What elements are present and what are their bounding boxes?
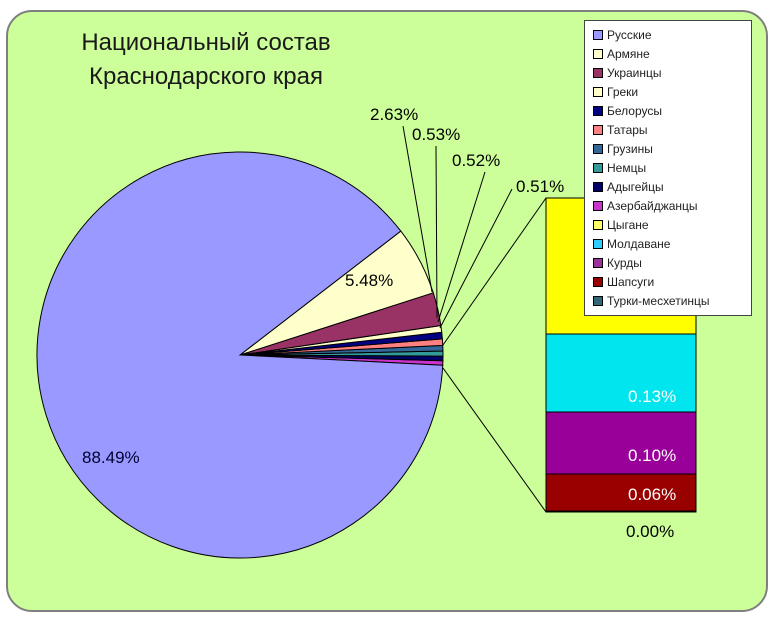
data-label: 0.13% xyxy=(628,387,676,406)
data-label: 0.06% xyxy=(628,485,676,504)
legend-item: Курды xyxy=(593,253,745,272)
bar-segment xyxy=(545,473,697,512)
legend-label: Грузины xyxy=(607,141,653,156)
legend-label: Русские xyxy=(607,27,652,42)
data-label: 0.52% xyxy=(452,151,500,170)
pie-slice xyxy=(36,151,444,559)
legend-item: Турки-месхетинцы xyxy=(593,291,745,310)
legend-swatch xyxy=(593,238,603,249)
legend: Русские Армяне Украинцы Греки Белорусы Татары… xyxy=(584,20,752,316)
legend-swatch xyxy=(593,295,603,306)
legend-label: Армяне xyxy=(607,46,650,61)
legend-swatch xyxy=(593,48,603,59)
data-label: 2.63% xyxy=(370,105,418,124)
data-label: 5.48% xyxy=(345,271,393,290)
data-label: 0.53% xyxy=(412,125,460,144)
legend-label: Молдаване xyxy=(607,236,671,251)
legend-label: Шапсуги xyxy=(607,274,655,289)
legend-swatch xyxy=(593,29,603,40)
data-label: 0.51% xyxy=(516,177,564,196)
legend-swatch xyxy=(593,181,603,192)
legend-swatch xyxy=(593,219,603,230)
legend-item: Немцы xyxy=(593,158,745,177)
legend-label: Адыгейцы xyxy=(607,179,664,194)
legend-item: Молдаване xyxy=(593,234,745,253)
legend-label: Татары xyxy=(607,122,648,137)
legend-swatch xyxy=(593,67,603,78)
legend-item: Греки xyxy=(593,82,745,101)
legend-label: Курды xyxy=(607,255,642,270)
data-label: 0.00% xyxy=(626,522,674,541)
connector-line xyxy=(442,197,547,346)
legend-swatch xyxy=(593,200,603,211)
legend-swatch xyxy=(593,143,603,154)
legend-swatch xyxy=(593,86,603,97)
data-label: 88.49% xyxy=(82,448,140,467)
title-line-2: Краснодарского края xyxy=(89,63,323,90)
bar-segment xyxy=(545,411,697,475)
chart-title: Национальный состав Краснодарского края xyxy=(46,26,366,94)
legend-item: Адыгейцы xyxy=(593,177,745,196)
legend-item: Татары xyxy=(593,120,745,139)
data-label: 0.10% xyxy=(628,446,676,465)
legend-label: Немцы xyxy=(607,160,647,175)
legend-label: Азербайджанцы xyxy=(607,198,698,213)
connector-line xyxy=(442,367,547,513)
leader-line xyxy=(439,188,513,329)
legend-item: Цыгане xyxy=(593,215,745,234)
legend-swatch xyxy=(593,105,603,116)
legend-label: Турки-месхетинцы xyxy=(607,293,710,308)
legend-item: Шапсуги xyxy=(593,272,745,291)
legend-swatch xyxy=(593,162,603,173)
legend-label: Белорусы xyxy=(607,103,662,118)
legend-label: Цыгане xyxy=(607,217,649,232)
legend-swatch xyxy=(593,276,603,287)
leader-line xyxy=(435,145,438,319)
title-line-1: Национальный состав xyxy=(81,29,331,56)
legend-label: Греки xyxy=(607,84,639,99)
bar-segment xyxy=(545,510,697,513)
leader-line xyxy=(437,171,486,323)
legend-item: Армяне xyxy=(593,44,745,63)
legend-label: Украинцы xyxy=(607,65,662,80)
legend-item: Азербайджанцы xyxy=(593,196,745,215)
legend-swatch xyxy=(593,257,603,268)
leader-line xyxy=(402,125,433,293)
legend-item: Белорусы xyxy=(593,101,745,120)
legend-item: Грузины xyxy=(593,139,745,158)
legend-item: Русские xyxy=(593,25,745,44)
bar-segment xyxy=(545,333,697,413)
legend-item: Украинцы xyxy=(593,63,745,82)
legend-swatch xyxy=(593,124,603,135)
